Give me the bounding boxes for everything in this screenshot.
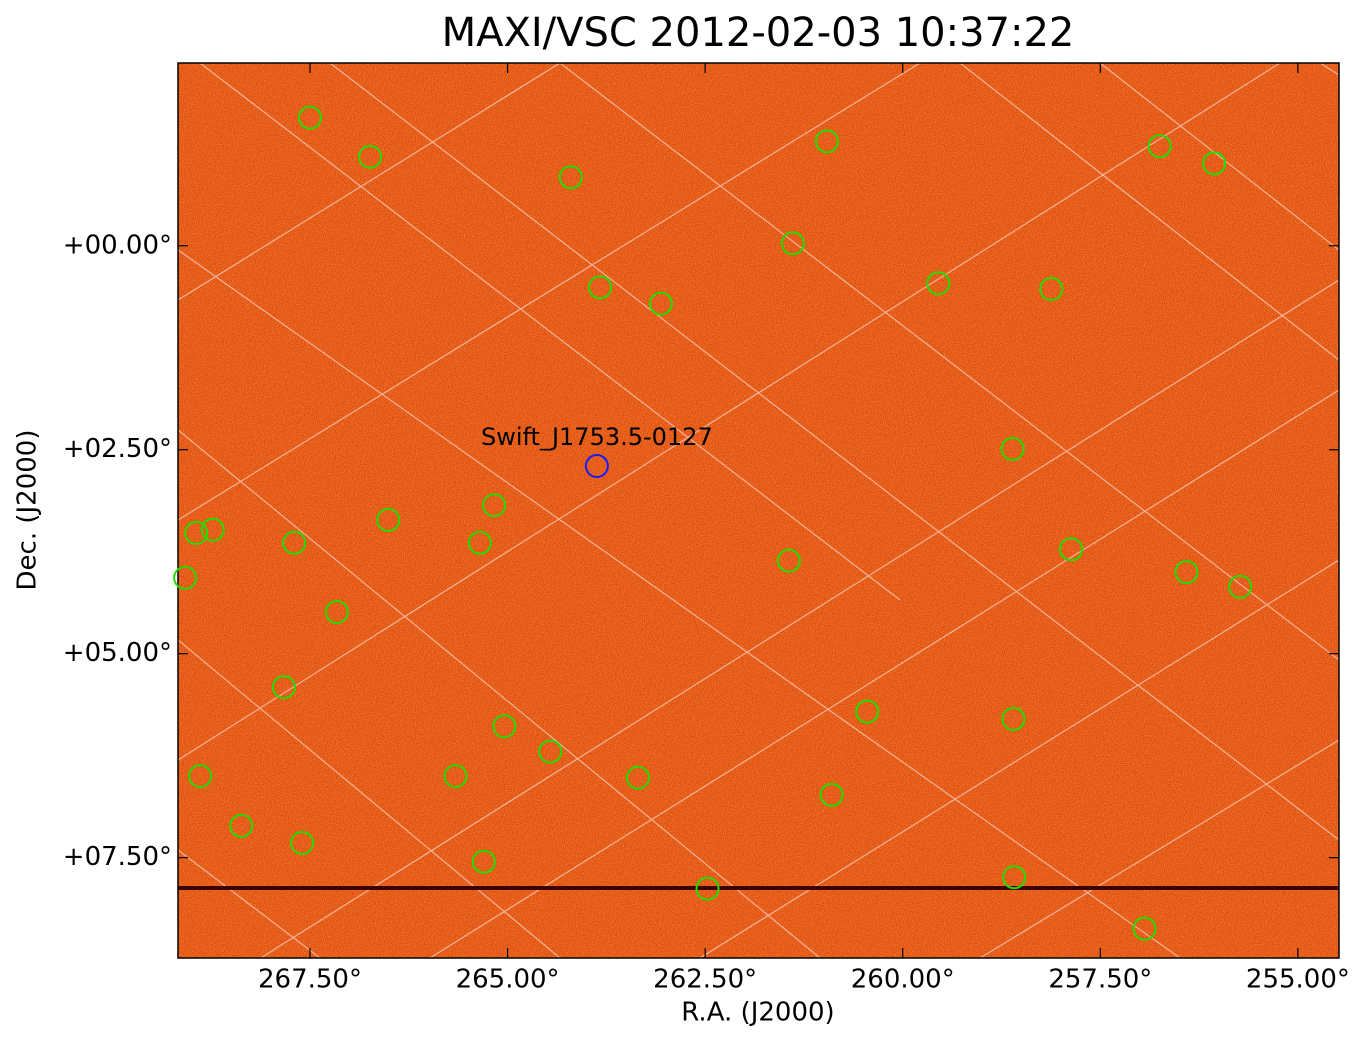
y-tick-label: +07.50° xyxy=(63,842,172,872)
y-tick-label: +00.00° xyxy=(63,230,172,260)
plot-frame xyxy=(177,62,1340,959)
x-tick-label: 262.50° xyxy=(653,965,757,995)
source-marker xyxy=(588,275,613,300)
source-marker xyxy=(358,144,383,169)
source-marker xyxy=(229,813,254,838)
x-tick-label: 257.50° xyxy=(1048,965,1152,995)
source-marker xyxy=(471,849,496,874)
source-marker xyxy=(297,105,322,130)
source-marker xyxy=(1000,436,1025,461)
source-marker xyxy=(538,739,563,764)
source-marker xyxy=(648,291,673,316)
source-marker xyxy=(1001,706,1026,731)
source-marker xyxy=(290,830,315,855)
source-marker xyxy=(173,565,198,590)
source-marker xyxy=(695,876,720,901)
source-marker xyxy=(558,165,583,190)
source-marker xyxy=(625,765,650,790)
source-marker xyxy=(1002,865,1027,890)
source-marker xyxy=(1147,134,1172,159)
sky-image xyxy=(178,63,1339,958)
source-marker xyxy=(1039,276,1064,301)
source-marker xyxy=(271,675,296,700)
x-tick-label: 265.00° xyxy=(456,965,560,995)
source-marker xyxy=(780,231,805,256)
source-marker xyxy=(1174,560,1199,585)
source-marker xyxy=(324,600,349,625)
source-marker xyxy=(814,129,839,154)
source-marker xyxy=(819,782,844,807)
y-axis-label: Dec. (J2000) xyxy=(13,430,43,591)
x-axis-label: R.A. (J2000) xyxy=(681,998,834,1028)
source-marker xyxy=(467,530,492,555)
target-marker xyxy=(584,454,609,479)
source-marker xyxy=(855,699,880,724)
source-marker xyxy=(443,764,468,789)
x-tick-label: 260.00° xyxy=(851,965,955,995)
source-marker xyxy=(926,271,951,296)
source-marker xyxy=(282,530,307,555)
source-marker xyxy=(1059,537,1084,562)
source-marker xyxy=(1202,151,1227,176)
target-label: Swift_J1753.5-0127 xyxy=(481,423,713,451)
x-tick-label: 255.00° xyxy=(1246,965,1350,995)
source-marker xyxy=(188,764,213,789)
chart-title: MAXI/VSC 2012-02-03 10:37:22 xyxy=(442,10,1075,56)
source-marker xyxy=(776,548,801,573)
source-marker xyxy=(376,507,401,532)
source-marker xyxy=(200,517,225,542)
y-tick-label: +05.00° xyxy=(63,638,172,668)
source-marker xyxy=(1228,574,1253,599)
source-marker xyxy=(492,714,517,739)
source-marker xyxy=(184,520,209,545)
y-tick-label: +02.50° xyxy=(63,434,172,464)
x-tick-label: 267.50° xyxy=(258,965,362,995)
source-marker xyxy=(1132,916,1157,941)
source-marker xyxy=(482,493,507,518)
